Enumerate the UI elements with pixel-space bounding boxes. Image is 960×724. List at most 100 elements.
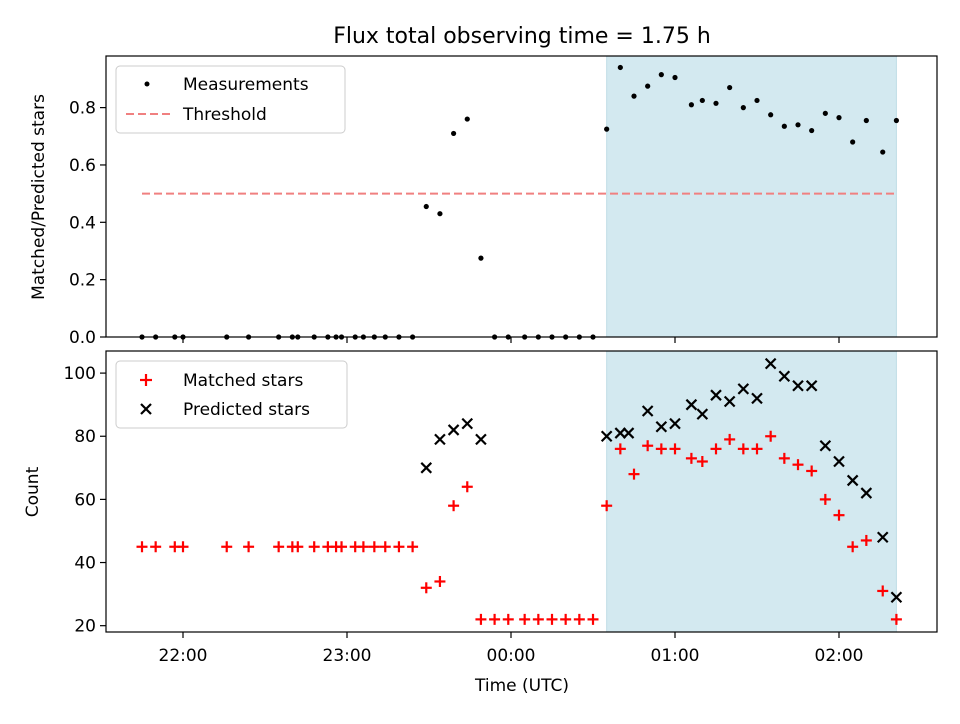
predicted-star-point — [860, 487, 873, 499]
matched-star-point — [368, 541, 380, 553]
matched-star-point — [601, 500, 613, 512]
top-panel: 0.00.20.40.60.8 Matched/Predicted stars … — [29, 55, 938, 348]
top-y-axis-label: Matched/Predicted stars — [29, 94, 49, 300]
predicted-star-point — [846, 474, 859, 487]
matched-star-point — [685, 452, 697, 464]
matched-star-point — [890, 613, 902, 625]
matched-star-point — [819, 493, 831, 505]
matched-star-point — [393, 541, 405, 553]
measurement-point — [754, 97, 760, 104]
measurement-point — [740, 105, 746, 111]
y-tick-label: 100 — [64, 364, 96, 384]
measurement-point — [699, 97, 705, 104]
matched-star-point — [792, 459, 804, 471]
matched-star-point — [448, 500, 460, 512]
matched-star-point — [461, 481, 473, 493]
measurement-point — [727, 84, 733, 91]
y-tick-label: 20 — [74, 617, 96, 637]
predicted-star-point — [876, 531, 889, 544]
y-tick-label: 0.6 — [69, 156, 96, 176]
y-tick-label: 0.0 — [69, 328, 96, 348]
matched-star-point — [502, 613, 514, 625]
legend-label-matched: Matched stars — [183, 371, 303, 391]
measurement-point — [645, 83, 651, 89]
matched-star-point — [308, 541, 320, 553]
matched-star-point — [420, 582, 432, 594]
top-legend: Measurements Threshold — [115, 65, 346, 134]
predicted-star-point — [890, 591, 903, 604]
predicted-star-point — [792, 379, 804, 392]
measurement-point — [795, 122, 801, 128]
predicted-star-point — [622, 427, 635, 439]
matched-star-point — [136, 541, 148, 553]
matched-star-point — [357, 541, 369, 553]
matched-star-point — [273, 541, 285, 553]
measurement-point — [631, 93, 637, 99]
measurement-point — [863, 117, 869, 124]
matched-star-point — [806, 465, 818, 477]
legend-label-measurements: Measurements — [183, 75, 309, 95]
bottom-legend: Matched stars Predicted stars — [115, 360, 348, 429]
matched-star-point — [877, 585, 889, 597]
top-x-ticks — [182, 337, 840, 343]
measurement-point — [437, 211, 443, 217]
predicted-star-point — [805, 379, 818, 392]
measurement-point — [850, 139, 856, 145]
legend-marker-predicted — [140, 403, 152, 415]
predicted-star-point — [600, 430, 613, 443]
bottom-legend-frame — [115, 360, 348, 429]
top-plot-frame — [105, 55, 938, 338]
legend-marker-measurements — [144, 81, 150, 87]
predicted-star-point — [420, 462, 433, 474]
measurement-point — [604, 126, 610, 132]
bottom-highlight-span — [606, 350, 897, 633]
matched-star-point — [407, 541, 419, 553]
predicted-star-point — [461, 417, 474, 430]
predicted-star-point — [751, 392, 763, 405]
predicted-star-point — [764, 357, 777, 370]
matched-stars-points — [136, 430, 902, 625]
predicted-star-point — [833, 455, 845, 468]
matched-star-point — [655, 443, 667, 455]
predicted-star-point — [655, 420, 668, 433]
predicted-star-point — [475, 433, 487, 446]
x-tick-label: 02:00 — [815, 646, 864, 666]
predicted-star-point — [696, 408, 709, 420]
matched-star-point — [573, 613, 585, 625]
measurement-point — [617, 64, 623, 71]
predicted-star-point — [447, 424, 460, 436]
x-tick-label: 01:00 — [651, 646, 700, 666]
matched-star-point — [221, 541, 233, 553]
matched-star-point — [532, 613, 544, 625]
matched-star-point — [292, 541, 304, 553]
matched-star-point — [489, 613, 501, 625]
matched-star-point — [150, 541, 162, 553]
x-tick-label: 23:00 — [323, 646, 372, 666]
matched-star-point — [546, 613, 558, 625]
measurement-point — [688, 102, 695, 108]
y-tick-label: 40 — [74, 554, 96, 574]
measurement-point — [478, 255, 484, 261]
matched-star-point — [833, 509, 845, 521]
matched-star-point — [614, 443, 626, 455]
y-tick-label: 0.4 — [69, 213, 96, 233]
measurement-point — [836, 115, 842, 121]
measurement-point — [880, 149, 886, 155]
top-y-axis: 0.0 0.2 0.4 0.6 0.8 — [69, 99, 106, 348]
matched-star-point — [379, 541, 391, 553]
bottom-plot-frame — [105, 350, 938, 633]
measurement-point — [658, 72, 664, 78]
matched-star-point — [642, 440, 654, 452]
matched-star-point — [724, 433, 736, 445]
matched-star-point — [696, 456, 708, 468]
predicted-stars-points — [420, 357, 903, 604]
measurement-point — [893, 117, 900, 124]
measurement-point — [713, 100, 719, 106]
bottom-y-axis-label: Count — [23, 466, 43, 517]
predicted-star-point — [737, 383, 750, 395]
predicted-star-point — [434, 433, 446, 446]
matched-star-point — [177, 541, 189, 553]
measurement-point — [781, 123, 787, 129]
legend-label-threshold: Threshold — [182, 105, 267, 125]
